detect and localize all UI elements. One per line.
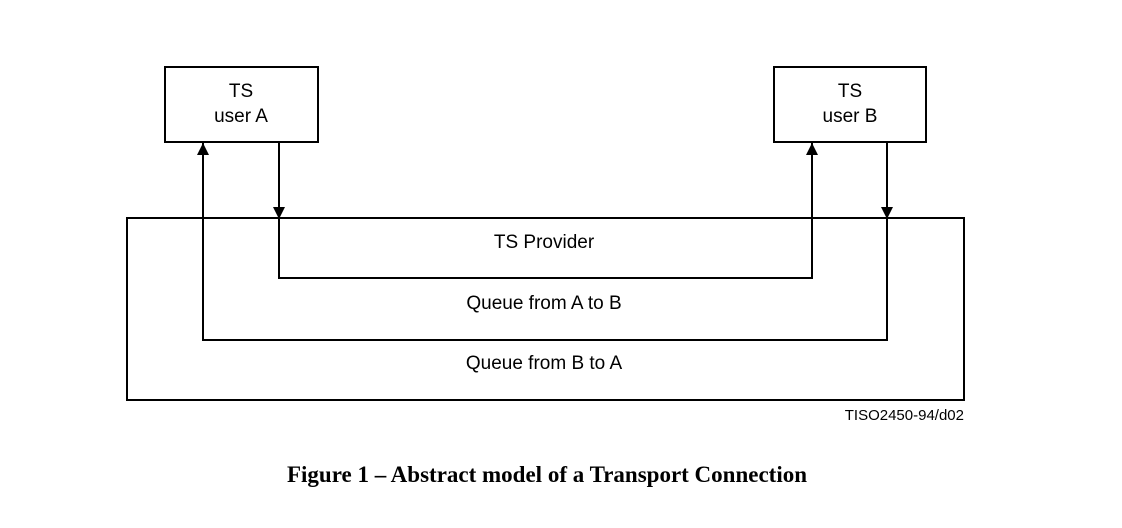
ts-user-b-line2: user B — [823, 106, 878, 127]
arrow-up-into-user-a-icon — [197, 143, 209, 155]
queue-a-to-b-path — [278, 142, 813, 279]
ts-user-a-box: TS user A — [164, 66, 319, 143]
arrow-up-into-user-b-icon — [806, 143, 818, 155]
arrow-down-from-user-a-icon — [273, 207, 285, 219]
figure-id-label: TISO2450-94/d02 — [845, 407, 964, 424]
ts-user-a-line1: TS — [229, 81, 253, 102]
arrow-down-from-user-b-icon — [881, 207, 893, 219]
queue-a-to-b-label: Queue from A to B — [466, 293, 621, 314]
ts-user-b-line1: TS — [838, 81, 862, 102]
queue-b-to-a-path — [202, 142, 888, 341]
ts-provider-box — [126, 217, 965, 401]
ts-user-b-box: TS user B — [773, 66, 927, 143]
ts-provider-label: TS Provider — [494, 232, 595, 253]
ts-user-a-line2: user A — [214, 106, 268, 127]
figure-caption: Figure 1 – Abstract model of a Transport… — [286, 462, 808, 487]
queue-b-to-a-label: Queue from B to A — [466, 353, 623, 374]
